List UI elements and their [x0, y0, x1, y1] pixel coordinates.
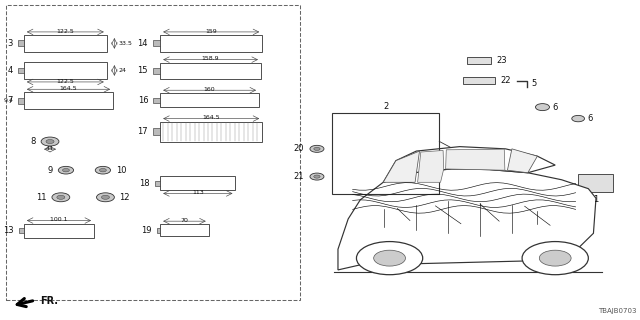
Circle shape — [99, 168, 106, 172]
Circle shape — [536, 104, 550, 111]
Text: 33.5: 33.5 — [118, 41, 132, 46]
Text: 15: 15 — [138, 66, 148, 75]
Bar — [160, 93, 259, 108]
Text: 3: 3 — [8, 39, 13, 48]
Polygon shape — [508, 149, 538, 173]
Circle shape — [314, 147, 320, 150]
Text: 12: 12 — [120, 193, 130, 202]
Bar — [160, 224, 209, 236]
Circle shape — [572, 116, 584, 122]
Bar — [18, 41, 24, 46]
Text: 9: 9 — [48, 166, 53, 175]
Polygon shape — [383, 147, 556, 182]
Circle shape — [314, 175, 320, 178]
Text: 122.5: 122.5 — [56, 78, 74, 84]
Circle shape — [41, 137, 59, 146]
Text: 22: 22 — [500, 76, 511, 85]
Circle shape — [310, 145, 324, 152]
Circle shape — [536, 245, 550, 252]
Circle shape — [356, 242, 422, 275]
Bar — [24, 35, 107, 52]
Bar — [24, 92, 113, 109]
Bar — [153, 128, 160, 135]
Circle shape — [97, 193, 115, 202]
Text: 23: 23 — [496, 56, 507, 65]
Text: 21: 21 — [293, 172, 303, 181]
Text: 122.5: 122.5 — [56, 28, 74, 34]
Text: 19: 19 — [141, 226, 152, 235]
Bar — [153, 41, 160, 46]
Bar — [19, 228, 24, 233]
Circle shape — [522, 242, 588, 275]
Circle shape — [310, 173, 324, 180]
Text: 6: 6 — [552, 103, 557, 112]
Circle shape — [374, 250, 406, 266]
Text: 14: 14 — [138, 39, 148, 48]
Text: 20: 20 — [293, 144, 303, 153]
Text: TBAJB0703: TBAJB0703 — [598, 308, 636, 314]
Text: 164.5: 164.5 — [202, 115, 220, 120]
Bar — [578, 174, 613, 192]
Bar — [18, 68, 24, 73]
Text: 158.9: 158.9 — [202, 56, 220, 61]
Text: 44: 44 — [46, 146, 54, 151]
Circle shape — [63, 168, 69, 172]
Text: 11: 11 — [36, 193, 47, 202]
Text: FR.: FR. — [40, 296, 58, 306]
Bar — [467, 57, 491, 64]
Text: 164.5: 164.5 — [60, 86, 77, 91]
Text: 8: 8 — [31, 137, 36, 146]
Polygon shape — [338, 169, 596, 270]
Text: 10: 10 — [116, 166, 126, 175]
Text: 6: 6 — [552, 244, 557, 253]
Bar — [6, 4, 300, 300]
Text: 13: 13 — [3, 226, 14, 236]
Text: 113: 113 — [192, 190, 204, 195]
Bar — [153, 68, 160, 74]
Bar — [157, 228, 160, 233]
Text: 160: 160 — [204, 87, 216, 92]
Bar — [463, 77, 495, 84]
Circle shape — [101, 195, 109, 199]
Text: 70: 70 — [180, 218, 188, 223]
Text: 17: 17 — [138, 127, 148, 136]
Bar — [154, 98, 160, 103]
Polygon shape — [383, 151, 419, 182]
Circle shape — [95, 166, 111, 174]
Bar — [160, 35, 262, 52]
Bar — [332, 113, 439, 195]
Text: 18: 18 — [140, 179, 150, 188]
Circle shape — [540, 250, 571, 266]
Circle shape — [52, 193, 70, 202]
Circle shape — [58, 166, 74, 174]
Bar — [160, 122, 262, 141]
Circle shape — [57, 195, 65, 199]
Text: 4: 4 — [8, 66, 13, 75]
Text: 100 1: 100 1 — [50, 217, 68, 222]
Bar — [24, 224, 94, 238]
Text: 7: 7 — [7, 96, 13, 105]
Text: 1: 1 — [593, 195, 598, 204]
Bar — [18, 98, 24, 104]
Bar — [160, 63, 261, 79]
Bar — [155, 181, 160, 186]
Text: 5: 5 — [531, 79, 536, 88]
Text: 6: 6 — [587, 114, 593, 123]
Text: 159: 159 — [205, 28, 217, 34]
Polygon shape — [418, 150, 444, 182]
Text: 16: 16 — [138, 96, 148, 105]
Text: 24: 24 — [118, 68, 126, 73]
Text: 2: 2 — [383, 102, 388, 111]
Bar — [160, 176, 236, 190]
Bar — [24, 62, 107, 79]
Text: 9.4: 9.4 — [3, 98, 13, 103]
Polygon shape — [445, 149, 505, 170]
Circle shape — [46, 140, 54, 144]
